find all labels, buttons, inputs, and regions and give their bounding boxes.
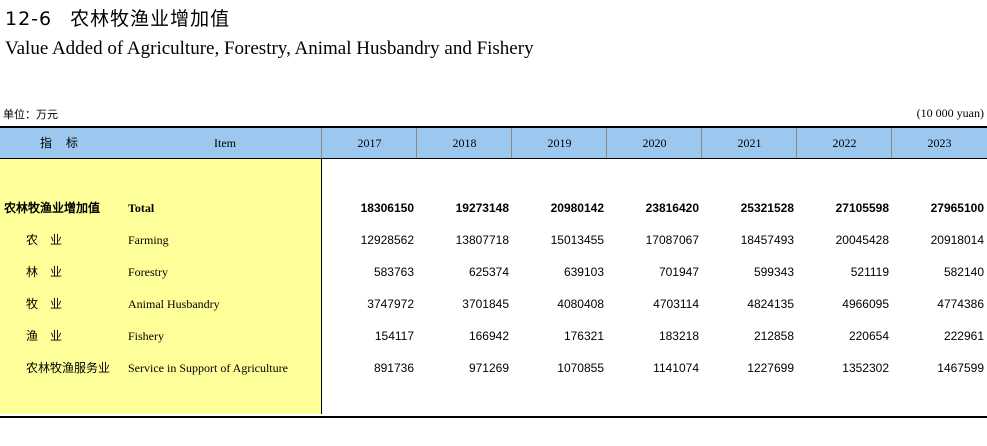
table-header: 指标 Item 2017 2018 2019 2020 2021 2022 20…	[0, 128, 987, 159]
table-cell: 166942	[468, 329, 509, 343]
table-cell: 25321528	[740, 201, 794, 215]
header-year: 2018	[416, 128, 512, 158]
row-label-cn: 牧 业	[26, 297, 63, 311]
table-cell: 15013455	[550, 233, 604, 247]
table-cell: 220654	[848, 329, 889, 343]
table-row: 牧 业 Animal Husbandry 3747972 3701845 408…	[0, 294, 987, 314]
row-label-en: Farming	[128, 233, 169, 247]
header-item: Item	[214, 136, 236, 150]
title-cn-text: 农林牧渔业增加值	[70, 8, 231, 30]
row-label-cn: 林 业	[26, 265, 63, 279]
header-year: 2017	[321, 128, 417, 158]
table-number: 12-6	[5, 8, 53, 30]
table-cell: 1467599	[937, 361, 984, 375]
row-label-en: Service in Support of Agriculture	[128, 361, 288, 375]
table-cell: 521119	[850, 265, 889, 279]
table-cell: 583763	[373, 265, 414, 279]
row-label-en: Total	[128, 201, 155, 215]
table-cell: 12928562	[360, 233, 414, 247]
table-row: 农林牧渔业增加值 Total 18306150 19273148 2098014…	[0, 198, 987, 218]
table-cell: 19273148	[455, 201, 509, 215]
table-cell: 27105598	[835, 201, 889, 215]
row-label-en: Forestry	[128, 265, 168, 279]
row-label-cn: 农林牧渔业增加值	[4, 201, 101, 215]
header-year: 2023	[891, 128, 987, 158]
table-cell: 222961	[943, 329, 984, 343]
table-cell: 599343	[753, 265, 794, 279]
table-cell: 4080408	[557, 297, 604, 311]
row-label-en: Animal Husbandry	[128, 297, 220, 311]
table-cell: 1352302	[842, 361, 889, 375]
table-cell: 891736	[373, 361, 414, 375]
row-label-cn: 渔 业	[26, 329, 63, 343]
table-cell: 18306150	[360, 201, 414, 215]
row-label-column	[0, 159, 322, 414]
table-row: 农林牧渔服务业 Service in Support of Agricultur…	[0, 358, 987, 378]
table-title-cn: 12-6 农林牧渔业增加值	[5, 4, 230, 31]
table-cell: 20980142	[550, 201, 604, 215]
row-label-cn: 农林牧渔服务业	[26, 361, 111, 375]
table-cell: 4824135	[747, 297, 794, 311]
table-cell: 701947	[658, 265, 699, 279]
row-label-cn: 农 业	[26, 233, 63, 247]
table-cell: 1141074	[653, 361, 699, 375]
table-cell: 639103	[563, 265, 604, 279]
header-year: 2020	[606, 128, 702, 158]
table-cell: 20918014	[930, 233, 984, 247]
table-row: 林 业 Forestry 583763 625374 639103 701947…	[0, 262, 987, 282]
table-cell: 1070855	[557, 361, 604, 375]
table-cell: 3701845	[462, 297, 509, 311]
table-cell: 154117	[374, 329, 414, 343]
table-cell: 971269	[468, 361, 509, 375]
table-cell: 20045428	[835, 233, 889, 247]
table-cell: 4774386	[937, 297, 984, 311]
table-cell: 1227699	[747, 361, 794, 375]
table-cell: 13807718	[455, 233, 509, 247]
table-title-en: Value Added of Agriculture, Forestry, An…	[5, 38, 534, 59]
table-cell: 183218	[658, 329, 699, 343]
data-table: 指标 Item 2017 2018 2019 2020 2021 2022 20…	[0, 126, 987, 418]
table-cell: 212858	[753, 329, 794, 343]
unit-label-cn: 单位：万元	[3, 108, 58, 121]
header-year: 2019	[511, 128, 607, 158]
table-cell: 23816420	[645, 201, 699, 215]
unit-label-en: (10 000 yuan)	[916, 106, 984, 120]
table-cell: 176321	[563, 329, 604, 343]
table-cell: 625374	[468, 265, 509, 279]
header-year: 2022	[796, 128, 892, 158]
header-indicator: 指标	[40, 136, 93, 150]
header-year: 2021	[701, 128, 797, 158]
table-cell: 4703114	[653, 297, 699, 311]
table-cell: 3747972	[367, 297, 414, 311]
table-cell: 17087067	[645, 233, 699, 247]
table-cell: 27965100	[930, 201, 984, 215]
table-cell: 582140	[943, 265, 984, 279]
table-row: 渔 业 Fishery 154117 166942 176321 183218 …	[0, 326, 987, 346]
table-cell: 4966095	[842, 297, 889, 311]
row-label-en: Fishery	[128, 329, 164, 343]
table-row: 农 业 Farming 12928562 13807718 15013455 1…	[0, 230, 987, 250]
table-cell: 18457493	[740, 233, 794, 247]
